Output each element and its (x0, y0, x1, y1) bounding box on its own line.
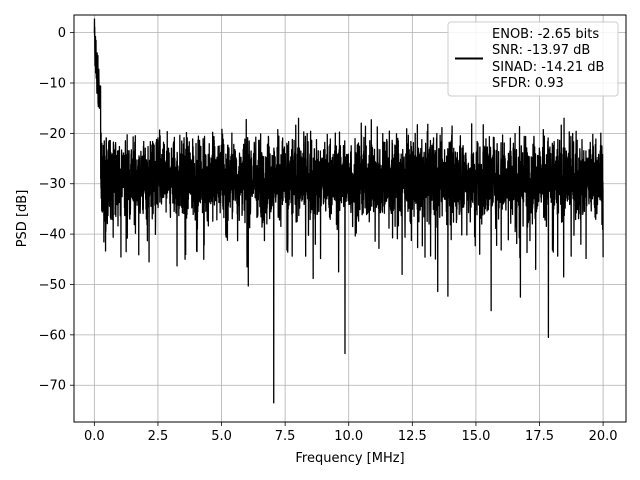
x-tick-label: 2.5 (148, 429, 169, 444)
y-tick-label: −60 (39, 328, 66, 343)
series-group (93, 18, 604, 404)
legend-sfdr: SFDR: 0.93 (492, 76, 564, 91)
y-tick-label: −50 (39, 278, 66, 293)
y-tick-label: 0 (58, 26, 66, 41)
y-tick-label: −20 (39, 127, 66, 142)
psd-series-line (93, 18, 604, 404)
x-tick-label: 0.0 (84, 429, 105, 444)
y-tick-label: −10 (39, 77, 66, 92)
y-axis-ticks: 0 −10 −20 −30 −40 −50 −60 −70 (39, 26, 74, 394)
x-tick-label: 15.0 (461, 429, 490, 444)
x-tick-label: 7.5 (275, 429, 296, 444)
x-tick-label: 20.0 (589, 429, 618, 444)
x-tick-label: 12.5 (398, 429, 427, 444)
legend-snr: SNR: -13.97 dB (492, 43, 590, 58)
x-tick-label: 5.0 (211, 429, 232, 444)
axes-frame (73, 14, 627, 423)
x-axis-ticks: 0.0 2.5 5.0 7.5 10.0 12.5 15.0 17.5 20.0 (84, 422, 618, 444)
legend-box (447, 21, 619, 97)
x-axis-label: Frequency [MHz] (295, 451, 404, 466)
x-tick-label: 17.5 (525, 429, 554, 444)
y-tick-label: −40 (39, 228, 66, 243)
legend: ENOB: -2.65 bits SNR: -13.97 dB SINAD: -… (447, 21, 619, 97)
y-axis-label: PSD [dB] (15, 190, 30, 248)
legend-enob: ENOB: -2.65 bits (492, 27, 599, 42)
y-tick-label: −70 (39, 379, 66, 394)
x-tick-label: 10.0 (334, 429, 363, 444)
y-tick-label: −30 (39, 177, 66, 192)
legend-sinad: SINAD: -14.21 dB (492, 60, 604, 75)
